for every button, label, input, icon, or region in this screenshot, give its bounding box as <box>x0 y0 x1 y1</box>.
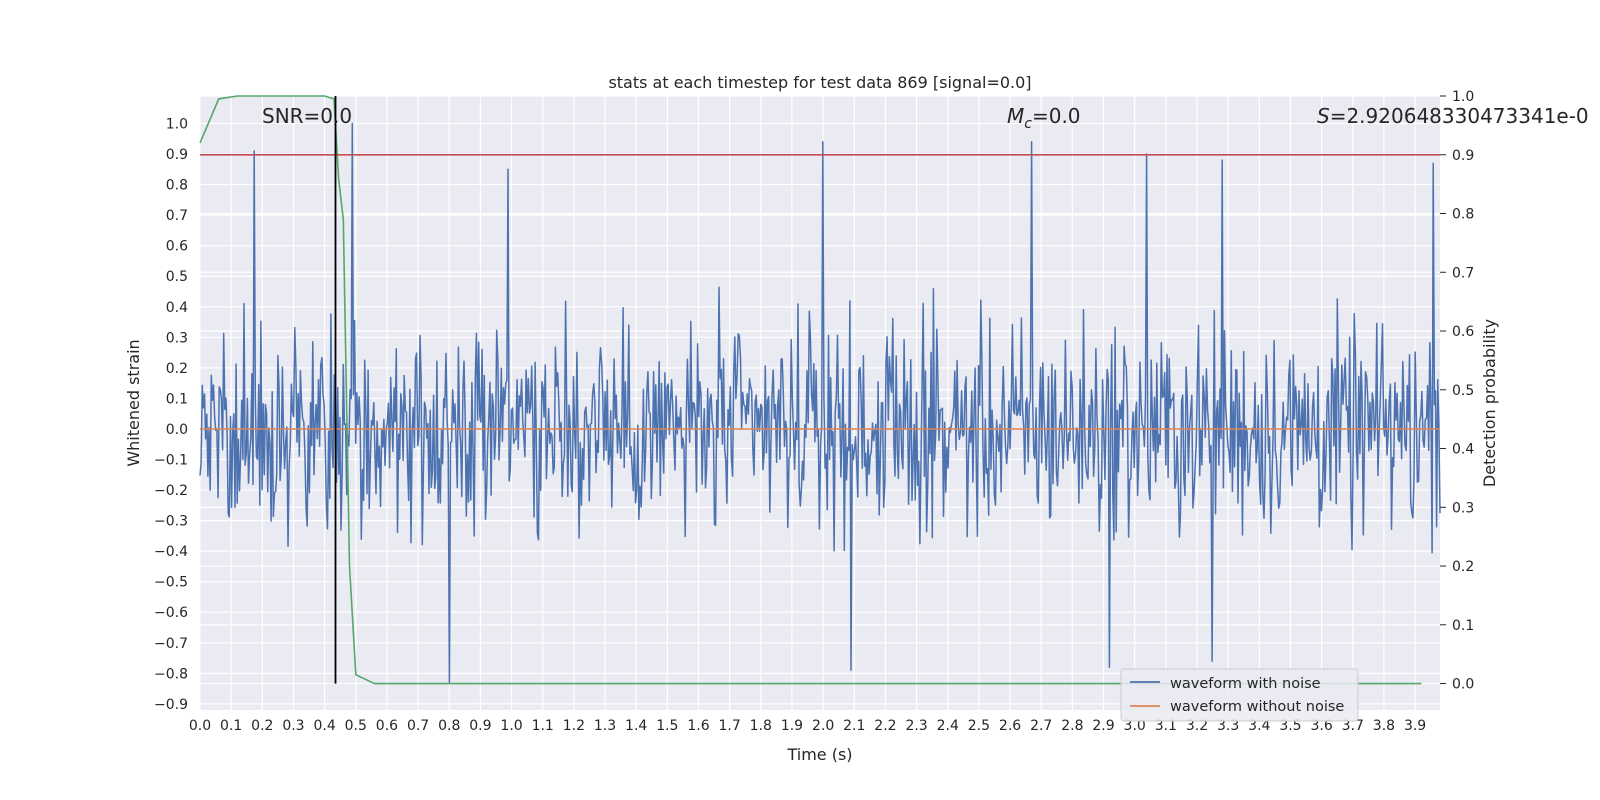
y-tick-label: −0.8 <box>154 666 188 682</box>
x-tick-label: 3.0 <box>1124 718 1146 734</box>
legend-label-clean: waveform without noise <box>1170 699 1344 715</box>
chart-title: stats at each timestep for test data 869… <box>608 73 1031 92</box>
x-tick-label: 1.7 <box>719 718 741 734</box>
x-tick-label: 3.5 <box>1279 718 1301 734</box>
y-tick-label: −0.3 <box>154 514 188 530</box>
x-tick-label: 2.0 <box>812 718 834 734</box>
x-tick-label: 1.2 <box>563 718 585 734</box>
y2-tick-label: 0.9 <box>1452 148 1474 164</box>
x-tick-label: 2.1 <box>843 718 865 734</box>
x-tick-label: 1.9 <box>781 718 803 734</box>
y-tick-label: 0.4 <box>166 300 188 316</box>
legend-label-noise: waveform with noise <box>1170 676 1321 692</box>
x-tick-label: 1.1 <box>532 718 554 734</box>
x-tick-labels: 0.0 0.1 0.2 0.3 0.4 0.5 0.6 0.7 0.8 0.9 1.0 1.1 1.2 1… <box>189 718 1426 734</box>
y-tick-label: −0.7 <box>154 636 188 652</box>
y-tick-label: 0.6 <box>166 239 188 255</box>
y-tick-label: 0.3 <box>166 330 188 346</box>
x-tick-label: 1.0 <box>500 718 522 734</box>
x-tick-label: 3.1 <box>1155 718 1177 734</box>
x-tick-label: 3.3 <box>1217 718 1239 734</box>
chirp-mass-annotation: Mc=0.0 <box>1007 104 1081 132</box>
y-tick-label: 0.1 <box>166 391 188 407</box>
y2-tick-label: 0.1 <box>1452 618 1474 634</box>
x-tick-label: 3.4 <box>1248 718 1270 734</box>
x-tick-label: 0.8 <box>438 718 460 734</box>
y2-tick-label: 0.0 <box>1452 677 1474 693</box>
snr-annotation: SNR=0.0 <box>262 104 352 128</box>
y2-tick-label: 0.5 <box>1452 383 1474 399</box>
x-axis-label: Time (s) <box>786 745 852 764</box>
series-layer <box>199 95 1441 685</box>
y2-tick-label: 0.3 <box>1452 500 1474 516</box>
s-annotation: S=2.920648330473341e-0 <box>1317 104 1589 128</box>
x-tick-label: 1.6 <box>687 718 709 734</box>
x-tick-label: 2.3 <box>905 718 927 734</box>
x-tick-label: 3.7 <box>1342 718 1364 734</box>
y2-tick-label: 0.4 <box>1452 442 1474 458</box>
x-tick-label: 0.0 <box>189 718 211 734</box>
y-tick-label: −0.1 <box>154 453 188 469</box>
s-symbol: S <box>1317 104 1330 128</box>
y-tick-label: 0.0 <box>166 422 188 438</box>
series-waveform-with-noise <box>199 122 1441 684</box>
y-tick-label: −0.9 <box>154 697 188 713</box>
x-tick-label: 2.5 <box>968 718 990 734</box>
x-tick-label: 2.8 <box>1061 718 1083 734</box>
x-tick-label: 2.2 <box>874 718 896 734</box>
x-tick-label: 2.6 <box>999 718 1021 734</box>
x-tick-label: 0.2 <box>251 718 273 734</box>
y-tick-label: −0.6 <box>154 605 188 621</box>
x-tick-label: 1.4 <box>625 718 647 734</box>
x-tick-label: 0.4 <box>313 718 335 734</box>
x-tick-label: 0.3 <box>282 718 304 734</box>
mc-symbol: M <box>1007 104 1024 128</box>
y-axis-label: Whitened strain <box>124 339 143 466</box>
x-tick-label: 3.2 <box>1186 718 1208 734</box>
x-tick-label: 0.7 <box>407 718 429 734</box>
x-tick-label: 0.6 <box>376 718 398 734</box>
mc-subscript: c <box>1024 116 1032 132</box>
y-tick-label: 0.9 <box>166 147 188 163</box>
legend-box <box>1120 668 1359 722</box>
y-tick-label: 0.8 <box>166 178 188 194</box>
y-tick-label: −0.2 <box>154 483 188 499</box>
x-tick-label: 0.5 <box>345 718 367 734</box>
y-tick-label: 0.7 <box>166 208 188 224</box>
y-tick-label: −0.4 <box>154 544 188 560</box>
x-tick-label: 3.9 <box>1404 718 1426 734</box>
series-detection-probability <box>199 95 1422 685</box>
x-tick-label: 3.8 <box>1373 718 1395 734</box>
grid <box>199 95 1440 710</box>
mc-value: =0.0 <box>1032 104 1081 128</box>
x-tick-label: 2.9 <box>1092 718 1114 734</box>
y-tick-label: 0.5 <box>166 269 188 285</box>
y2-axis-label: Detection probability <box>1480 319 1499 487</box>
x-tick-label: 0.9 <box>469 718 491 734</box>
legend: waveform with noise waveform without noi… <box>1120 668 1359 722</box>
y2-tick-label: 0.6 <box>1452 324 1474 340</box>
x-tick-label: 1.8 <box>750 718 772 734</box>
y-tick-label: −0.5 <box>154 575 188 591</box>
y-tick-label: 0.2 <box>166 361 188 377</box>
y2-tick-label: 0.7 <box>1452 265 1474 281</box>
x-tick-label: 0.1 <box>220 718 242 734</box>
x-tick-label: 3.6 <box>1310 718 1332 734</box>
x-tick-label: 1.5 <box>656 718 678 734</box>
x-tick-label: 2.4 <box>937 718 959 734</box>
y2-tick-label: 1.0 <box>1452 89 1474 105</box>
y-tick-labels: 1.0 0.9 0.8 0.7 0.6 0.5 0.4 0.3 0.2 0.1 0.0 −0.1 −0.… <box>154 116 188 712</box>
y-tick-label: 1.0 <box>166 116 188 132</box>
y2-tick-label: 0.2 <box>1452 559 1474 575</box>
x-tick-label: 2.7 <box>1030 718 1052 734</box>
y2-tick-labels: 1.0 0.9 0.8 0.7 0.6 0.5 0.4 0.3 0.2 0.1 0.0 <box>1440 89 1474 693</box>
s-value: =2.920648330473341e-0 <box>1330 104 1589 128</box>
x-tick-label: 1.3 <box>594 718 616 734</box>
y2-tick-label: 0.8 <box>1452 207 1474 223</box>
